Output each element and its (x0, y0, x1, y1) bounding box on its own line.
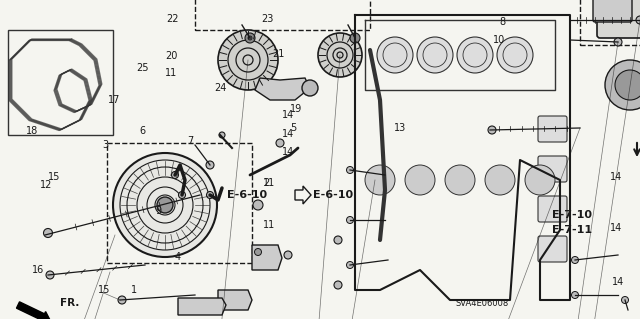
Text: E-6-10: E-6-10 (313, 190, 353, 200)
FancyBboxPatch shape (538, 196, 567, 222)
Text: 7: 7 (188, 136, 194, 146)
FancyBboxPatch shape (538, 236, 567, 262)
Polygon shape (218, 290, 252, 310)
FancyBboxPatch shape (538, 116, 567, 142)
Circle shape (206, 161, 214, 169)
Text: 11: 11 (262, 178, 275, 189)
Circle shape (218, 30, 278, 90)
Text: FR.: FR. (60, 298, 79, 308)
Text: 11: 11 (262, 220, 275, 230)
Circle shape (248, 36, 252, 40)
Text: 25: 25 (136, 63, 148, 73)
Circle shape (334, 281, 342, 289)
Circle shape (636, 16, 640, 24)
Circle shape (457, 37, 493, 73)
Circle shape (44, 228, 52, 238)
Circle shape (207, 191, 214, 198)
FancyBboxPatch shape (538, 156, 567, 182)
Circle shape (365, 165, 395, 195)
Text: 16: 16 (32, 264, 45, 275)
Text: 3: 3 (102, 140, 109, 150)
Text: 14: 14 (282, 146, 294, 157)
FancyBboxPatch shape (593, 0, 632, 22)
Text: SVA4E06008: SVA4E06008 (456, 299, 509, 308)
Text: 14: 14 (282, 129, 294, 139)
Circle shape (497, 37, 533, 73)
Circle shape (605, 60, 640, 110)
Circle shape (350, 33, 360, 43)
Text: 12: 12 (40, 180, 52, 190)
Text: 19: 19 (289, 104, 302, 114)
Circle shape (377, 37, 413, 73)
Circle shape (346, 167, 353, 174)
Text: 21: 21 (272, 49, 285, 59)
Circle shape (255, 249, 262, 256)
Text: E-7-11: E-7-11 (552, 225, 592, 235)
Circle shape (284, 251, 292, 259)
Circle shape (614, 38, 622, 46)
Text: 22: 22 (166, 13, 179, 24)
Circle shape (417, 37, 453, 73)
Circle shape (245, 33, 255, 43)
Circle shape (346, 217, 353, 224)
Text: 2: 2 (263, 178, 269, 189)
Circle shape (118, 296, 126, 304)
Text: 14: 14 (609, 172, 622, 182)
Text: 14: 14 (282, 110, 294, 120)
Circle shape (445, 165, 475, 195)
Circle shape (525, 165, 555, 195)
Circle shape (253, 200, 263, 210)
Text: 4: 4 (175, 252, 181, 262)
Circle shape (405, 165, 435, 195)
FancyArrow shape (17, 302, 50, 319)
Circle shape (179, 191, 186, 198)
Circle shape (219, 132, 225, 138)
Text: 24: 24 (214, 83, 227, 93)
Circle shape (113, 153, 217, 257)
Polygon shape (252, 245, 282, 270)
Text: 23: 23 (261, 13, 274, 24)
Text: 13: 13 (394, 122, 406, 133)
Text: 10: 10 (493, 35, 506, 45)
Circle shape (172, 172, 179, 179)
Circle shape (572, 292, 579, 299)
Circle shape (318, 33, 362, 77)
Text: 14: 14 (611, 277, 624, 287)
Text: 17: 17 (108, 94, 120, 105)
Circle shape (615, 70, 640, 100)
Text: 6: 6 (139, 126, 145, 136)
Circle shape (485, 165, 515, 195)
Circle shape (276, 139, 284, 147)
Text: E-6-10: E-6-10 (227, 190, 268, 200)
Circle shape (334, 236, 342, 244)
Circle shape (572, 256, 579, 263)
Circle shape (157, 197, 173, 213)
Text: 1: 1 (131, 285, 138, 295)
Circle shape (46, 271, 54, 279)
Text: 18: 18 (26, 126, 38, 136)
Polygon shape (255, 78, 310, 100)
Text: 5: 5 (290, 122, 296, 133)
Text: 9: 9 (156, 205, 162, 216)
Text: 11: 11 (165, 68, 178, 78)
Circle shape (621, 296, 628, 303)
Text: E-7-10: E-7-10 (552, 210, 591, 220)
Text: 8: 8 (499, 17, 506, 27)
Text: 14: 14 (609, 223, 622, 233)
FancyBboxPatch shape (597, 0, 640, 38)
Circle shape (302, 80, 318, 96)
Text: 15: 15 (48, 172, 61, 182)
Circle shape (488, 126, 496, 134)
Circle shape (346, 262, 353, 269)
Text: 20: 20 (165, 51, 178, 61)
Polygon shape (178, 298, 226, 315)
Text: 15: 15 (97, 285, 110, 295)
